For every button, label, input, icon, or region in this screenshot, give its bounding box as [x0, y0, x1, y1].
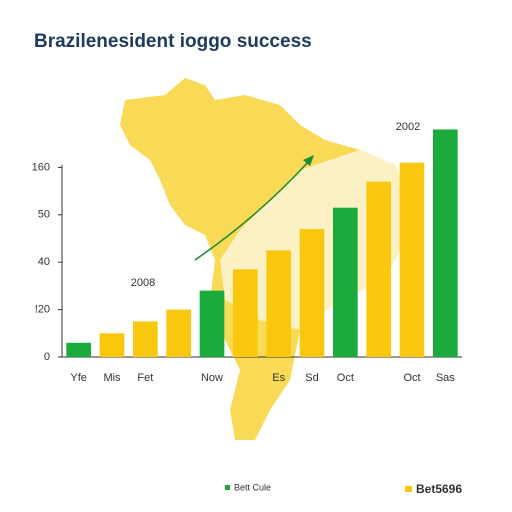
y-tick-label: 50	[38, 209, 50, 221]
legend-label: Bet5696	[416, 482, 462, 496]
x-tick-label: Oct	[403, 372, 420, 384]
x-tick-label: Sd	[305, 372, 318, 384]
y-tick-label: 160	[32, 161, 50, 173]
y-tick-label: 0	[44, 351, 50, 363]
x-tick-label: Es	[272, 372, 285, 384]
legend-swatch	[225, 485, 230, 490]
bar	[133, 321, 158, 357]
bar	[199, 290, 225, 357]
x-tick-label: Sas	[436, 372, 455, 384]
bar	[299, 229, 325, 357]
x-tick-label: Now	[201, 372, 223, 384]
x-tick-label: Yfe	[70, 372, 87, 384]
bar	[266, 250, 291, 357]
bar	[366, 181, 391, 357]
bar	[166, 309, 191, 357]
bar	[66, 342, 91, 357]
x-tick-label: Fet	[137, 372, 153, 384]
arrow-head	[303, 155, 314, 166]
bar	[99, 333, 125, 357]
bar	[399, 162, 425, 357]
y-tick-label: 40	[38, 256, 50, 268]
legend-swatch	[405, 486, 412, 492]
chart-title: Brazilenesident ioggo success	[34, 31, 312, 52]
annotation: 2002	[396, 121, 420, 133]
x-tick-label: Oct	[337, 372, 354, 384]
y-tick-label: !20	[35, 304, 50, 316]
bar	[233, 269, 258, 357]
bar	[333, 207, 358, 357]
x-tick-label: Mis	[103, 372, 121, 384]
annotation: 2008	[131, 277, 155, 289]
legend-label: Bett Cule	[234, 482, 271, 492]
trend-arrow	[194, 159, 311, 261]
bar	[433, 129, 458, 357]
